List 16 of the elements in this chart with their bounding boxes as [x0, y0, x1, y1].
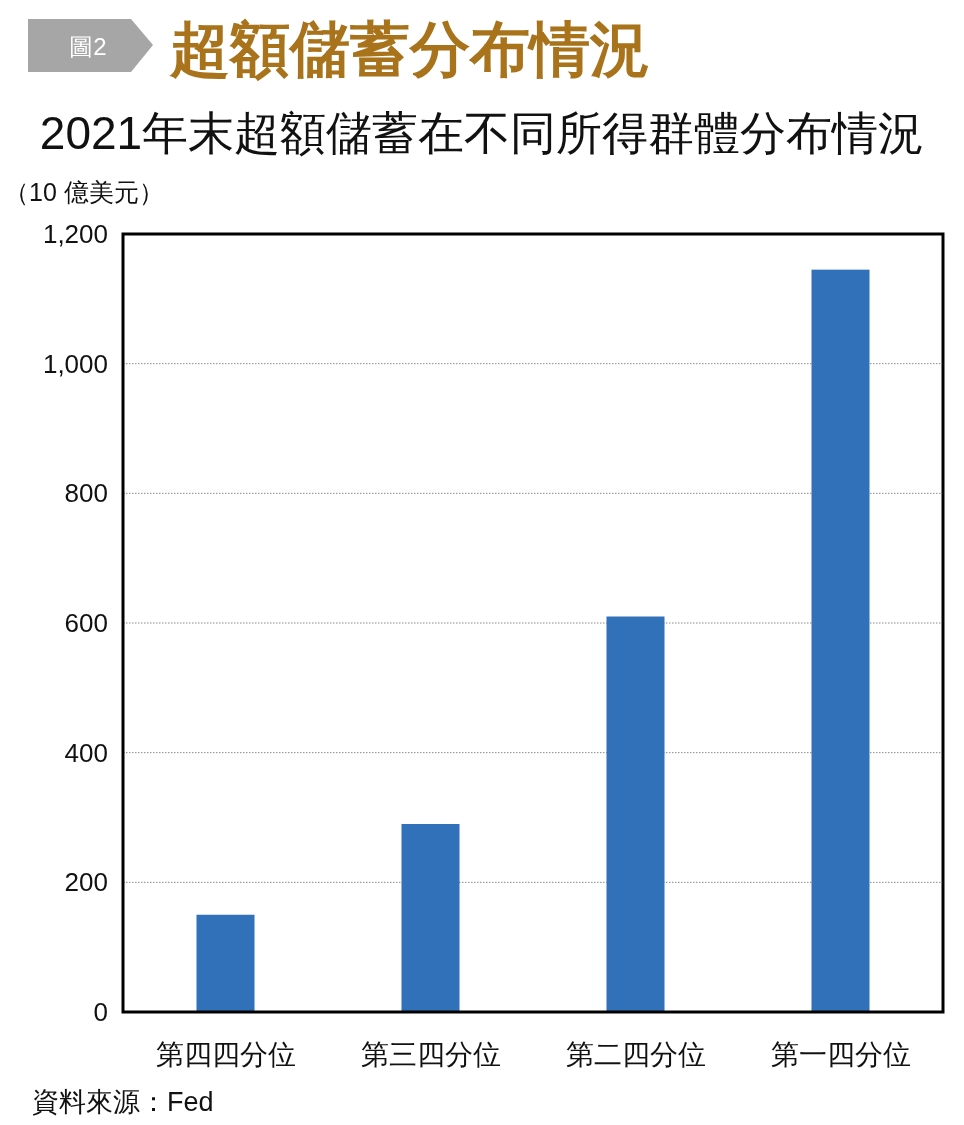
- ytick: 800: [64, 478, 108, 509]
- ylabel: （10 億美元）: [4, 178, 164, 206]
- subtitle: 2021年末超額儲蓄在不同所得群體分布情況: [39, 107, 925, 159]
- xtick: 第一四分位: [770, 1039, 911, 1070]
- ytick: 400: [64, 737, 108, 768]
- ytick: 200: [64, 867, 108, 898]
- xtick: 第四四分位: [155, 1039, 296, 1070]
- ytick: 1,200: [42, 219, 108, 249]
- ytick: 600: [64, 608, 108, 638]
- title: 超額儲蓄分布情況: [170, 14, 650, 84]
- ytick: 1,000: [42, 348, 108, 379]
- xtick: 第二四分位: [565, 1039, 706, 1070]
- xtick: 第三四分位: [360, 1039, 501, 1070]
- ytick: 0: [93, 997, 108, 1027]
- annotation: 圖2: [69, 33, 107, 60]
- annotation: 資料來源：Fed: [32, 1087, 214, 1117]
